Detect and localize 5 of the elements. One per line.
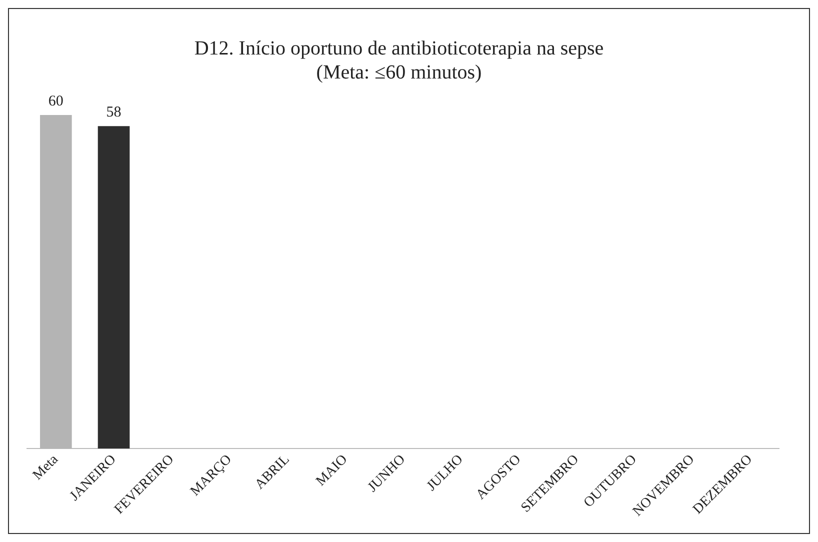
chart-subtitle: (Meta: ≤60 minutos) [316, 61, 482, 84]
chart-title: D12. Início oportuno de antibioticoterapia na sepse [194, 37, 604, 60]
data-label: 60 [48, 93, 64, 110]
data-label: 58 [106, 104, 122, 121]
x-tick-label: Meta [30, 452, 62, 484]
